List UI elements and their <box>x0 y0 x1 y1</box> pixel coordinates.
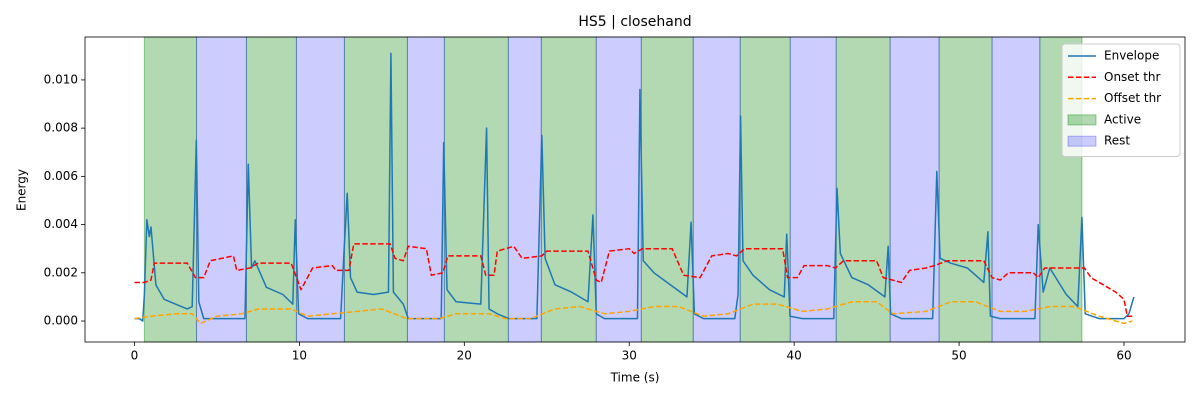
y-tick-label: 0.004 <box>44 217 78 231</box>
span <box>692 36 741 343</box>
span <box>889 36 940 343</box>
line <box>134 300 1133 325</box>
span <box>789 36 837 343</box>
span <box>406 36 445 343</box>
legend-label: Onset thr <box>1104 70 1161 84</box>
span <box>343 36 408 343</box>
x-tick-label: 30 <box>622 349 637 363</box>
legend-swatch <box>1067 135 1097 147</box>
line <box>134 243 1133 317</box>
x-tick-label: 40 <box>787 349 802 363</box>
span <box>595 36 642 343</box>
span <box>245 36 297 343</box>
legend-label: Active <box>1104 112 1141 126</box>
span <box>835 36 891 343</box>
span <box>195 36 247 343</box>
legend: Envelope Onset thr Offset thr Active Rest <box>1061 43 1181 157</box>
x-tick-label: 0 <box>131 349 139 363</box>
span <box>295 36 345 343</box>
x-axis-label: Time (s) <box>610 371 660 385</box>
span <box>143 36 197 343</box>
spans <box>143 36 1083 343</box>
span <box>507 36 542 343</box>
y-tick-label: 0.002 <box>44 265 78 279</box>
span <box>739 36 791 343</box>
y-tick-label: 0.010 <box>44 72 78 86</box>
x-tick-label: 10 <box>292 349 307 363</box>
y-axis-label: Energy <box>15 169 29 211</box>
x-tick-label: 20 <box>457 349 472 363</box>
legend-label: Envelope <box>1104 49 1159 63</box>
legend-label: Rest <box>1104 134 1130 148</box>
chart-title: HS5 | closehand <box>578 14 691 30</box>
span <box>991 36 1041 343</box>
x-tick-label: 60 <box>1116 349 1131 363</box>
legend-swatch <box>1067 114 1097 126</box>
legend-box <box>1061 43 1181 157</box>
span <box>443 36 509 343</box>
y-tick-label: 0.008 <box>44 121 78 135</box>
span <box>938 36 993 343</box>
x-tick-label: 50 <box>951 349 966 363</box>
plot-frame <box>84 36 1186 343</box>
y-tick-label: 0.006 <box>44 169 78 183</box>
legend-label: Offset thr <box>1104 91 1161 105</box>
y-tick-label: 0.000 <box>44 314 78 328</box>
